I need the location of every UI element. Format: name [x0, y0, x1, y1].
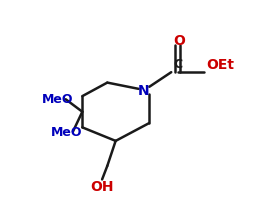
- Text: OH: OH: [90, 180, 114, 194]
- Text: N: N: [138, 84, 150, 98]
- Text: MeO: MeO: [51, 126, 82, 139]
- Text: O: O: [173, 34, 185, 48]
- Text: MeO: MeO: [42, 93, 73, 106]
- Text: OEt: OEt: [206, 58, 234, 72]
- Text: C: C: [174, 58, 183, 71]
